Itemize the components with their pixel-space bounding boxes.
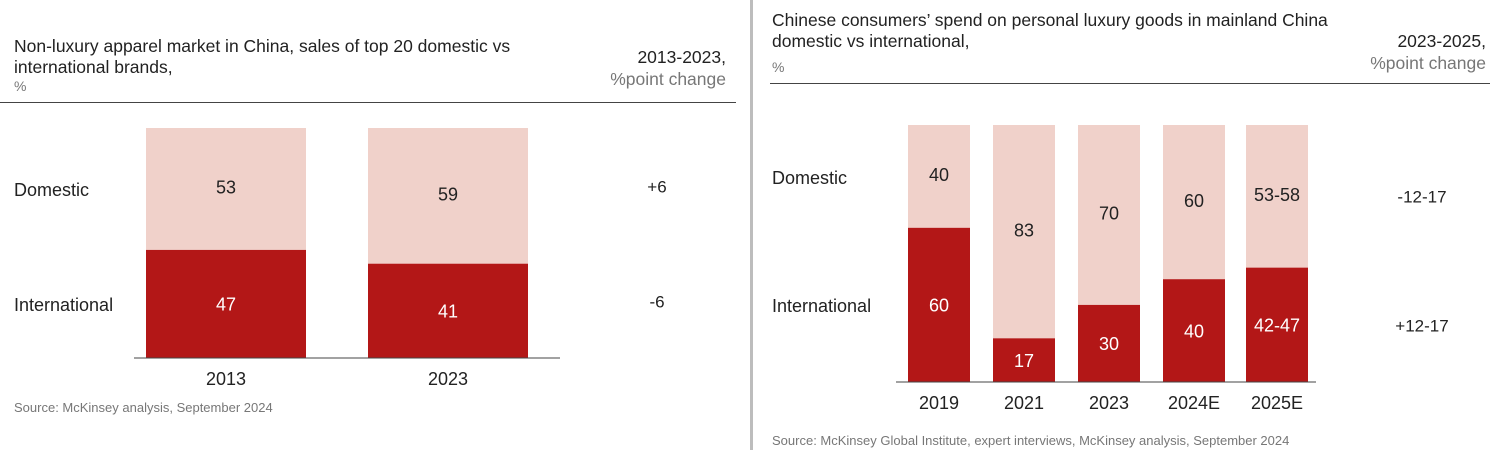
bar-domestic-2024E — [1163, 125, 1225, 280]
bar-domestic-2021 — [993, 125, 1055, 339]
bar-domestic-2019 — [908, 125, 970, 228]
bar-international-2023 — [368, 263, 528, 358]
change-value-domestic: +6 — [647, 177, 666, 196]
chart-title: Chinese consumers’ spend on personal lux… — [772, 10, 1328, 51]
data-label-domestic-2025E: 53-58 — [1254, 185, 1300, 205]
chart-panel-right: Chinese consumers’ spend on personal lux… — [756, 0, 1506, 450]
bar-international-2013 — [146, 249, 306, 358]
change-value-international: +12-17 — [1395, 316, 1448, 335]
change-value-domestic: -12-17 — [1397, 187, 1446, 206]
data-label-international-2021: 17 — [1014, 351, 1034, 371]
x-tick-label-2025E: 2025E — [1251, 393, 1303, 413]
bar-international-2021 — [993, 338, 1055, 382]
data-label-international-2023: 30 — [1099, 334, 1119, 354]
header-rule — [0, 102, 736, 103]
unit-label: % — [772, 59, 785, 75]
x-tick-label-2021: 2021 — [1004, 393, 1044, 413]
series-label-international: International — [14, 295, 113, 315]
data-label-international-2019: 60 — [929, 296, 949, 316]
bar-international-2019 — [908, 227, 970, 382]
x-tick-label-2023: 2023 — [428, 369, 468, 389]
bar-domestic-2013 — [146, 128, 306, 250]
chart-panel-left: Non-luxury apparel market in China, sale… — [0, 0, 750, 450]
x-tick-label-2024E: 2024E — [1168, 393, 1220, 413]
source-note: Source: McKinsey analysis, September 202… — [14, 400, 273, 415]
x-tick-label-2013: 2013 — [206, 369, 246, 389]
data-label-domestic-2023: 70 — [1099, 204, 1119, 224]
data-label-domestic-2021: 83 — [1014, 220, 1034, 240]
change-heading-subtitle: %point change — [610, 69, 726, 89]
data-label-domestic-2023: 59 — [438, 185, 458, 205]
series-label-domestic: Domestic — [772, 168, 847, 188]
bar-domestic-2025E — [1246, 125, 1308, 268]
bar-international-2025E — [1246, 267, 1308, 382]
header-rule — [770, 83, 1490, 84]
chart-plot-right: Domestic International 40 60 2019 83 17 2021 70 3… — [772, 125, 1449, 413]
chart-plot-left: Domestic International 53 47 2013 59 41 2023 +6 -… — [14, 128, 667, 389]
data-label-international-2024E: 40 — [1184, 321, 1204, 341]
data-label-domestic-2013: 53 — [216, 178, 236, 198]
data-label-domestic-2019: 40 — [929, 165, 949, 185]
series-label-international: International — [772, 296, 871, 316]
source-note: Source: McKinsey Global Institute, exper… — [772, 433, 1290, 448]
change-heading-title: 2013-2023, — [637, 47, 726, 67]
change-value-international: -6 — [649, 292, 664, 311]
data-label-international-2013: 47 — [216, 295, 236, 315]
bar-domestic-2023 — [1078, 125, 1140, 305]
data-label-domestic-2024E: 60 — [1184, 191, 1204, 211]
x-tick-label-2023: 2023 — [1089, 393, 1129, 413]
series-label-domestic: Domestic — [14, 180, 89, 200]
panel-divider — [750, 0, 753, 450]
bar-domestic-2023 — [368, 128, 528, 264]
x-tick-label-2019: 2019 — [919, 393, 959, 413]
change-heading: 2013-2023, %point change — [610, 46, 726, 90]
bar-international-2024E — [1163, 279, 1225, 382]
data-label-international-2025E: 42-47 — [1254, 316, 1300, 336]
bar-international-2023 — [1078, 304, 1140, 382]
data-label-international-2023: 41 — [438, 302, 458, 322]
change-heading: 2023-2025, %point change — [1370, 30, 1486, 74]
change-heading-subtitle: %point change — [1370, 53, 1486, 73]
change-heading-title: 2023-2025, — [1397, 31, 1486, 51]
unit-label: % — [14, 78, 27, 94]
chart-title: Non-luxury apparel market in China, sale… — [14, 36, 511, 77]
